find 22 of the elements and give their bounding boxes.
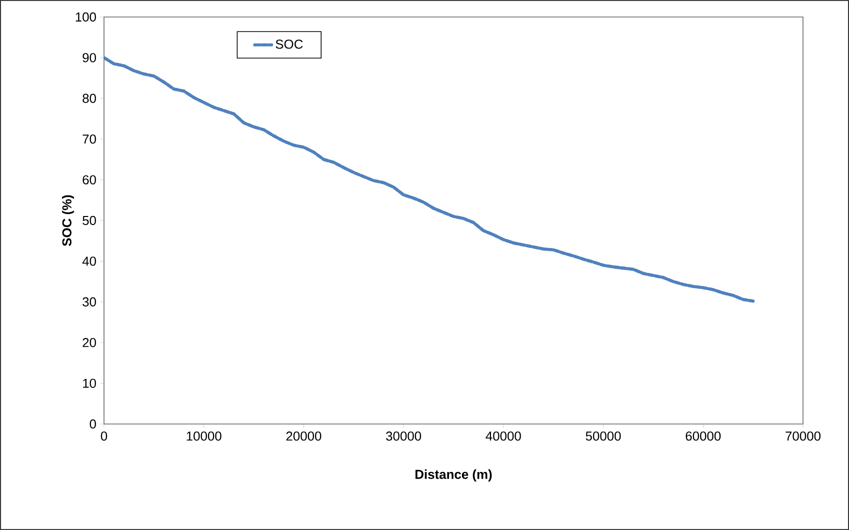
y-tick-label: 0 — [90, 419, 96, 429]
y-tick-label: 60 — [82, 175, 96, 184]
x-tick-label: 0 — [100, 432, 108, 441]
y-tick-label: 10 — [83, 378, 96, 388]
y-tick-label: 100 — [76, 12, 96, 22]
x-tick-label: 60000 — [686, 432, 721, 441]
x-tick-label: 30000 — [386, 432, 422, 441]
y-tick-label: 70 — [82, 134, 96, 144]
y-tick-label: 80 — [82, 94, 96, 103]
x-tick-label: 10000 — [186, 432, 222, 441]
y-tick-label: 40 — [82, 256, 96, 266]
x-tick-label: 40000 — [486, 432, 521, 441]
x-axis-title: Distance (m) — [415, 469, 492, 482]
y-tick-label: 20 — [82, 338, 96, 348]
x-tick-label: 70000 — [786, 432, 820, 441]
y-tick-label: 50 — [82, 216, 96, 226]
y-tick-label: 30 — [82, 297, 96, 306]
legend-label: SOC — [276, 40, 303, 49]
y-axis-title: SOC (%) — [62, 195, 74, 246]
x-tick-label: 20000 — [286, 432, 322, 441]
y-tick-label: 90 — [82, 53, 96, 62]
x-tick-label: 50000 — [586, 432, 621, 441]
